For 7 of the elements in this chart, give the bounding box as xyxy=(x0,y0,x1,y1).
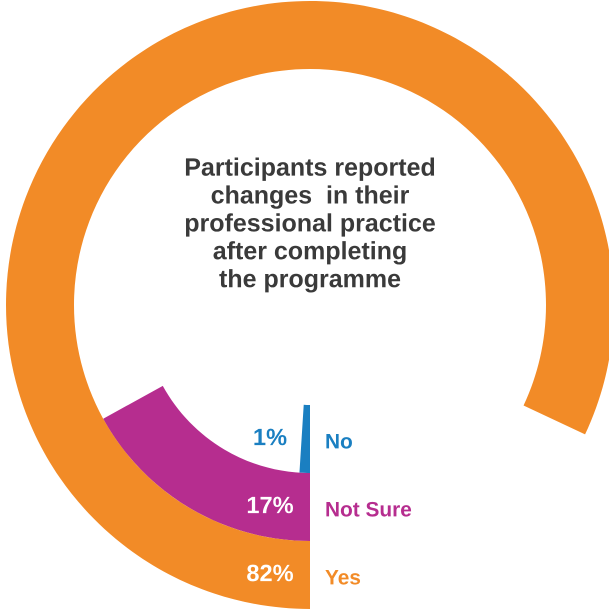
data-label: 1% xyxy=(254,428,286,446)
data-label: 17% xyxy=(248,496,294,514)
category-label: No xyxy=(326,434,352,449)
category-label: Not Sure xyxy=(326,502,412,517)
category-label: Yes xyxy=(325,570,360,585)
data-label: 82% xyxy=(247,564,294,582)
text: Participants reported changes in their professional practice after completing the programme xyxy=(186,158,435,292)
